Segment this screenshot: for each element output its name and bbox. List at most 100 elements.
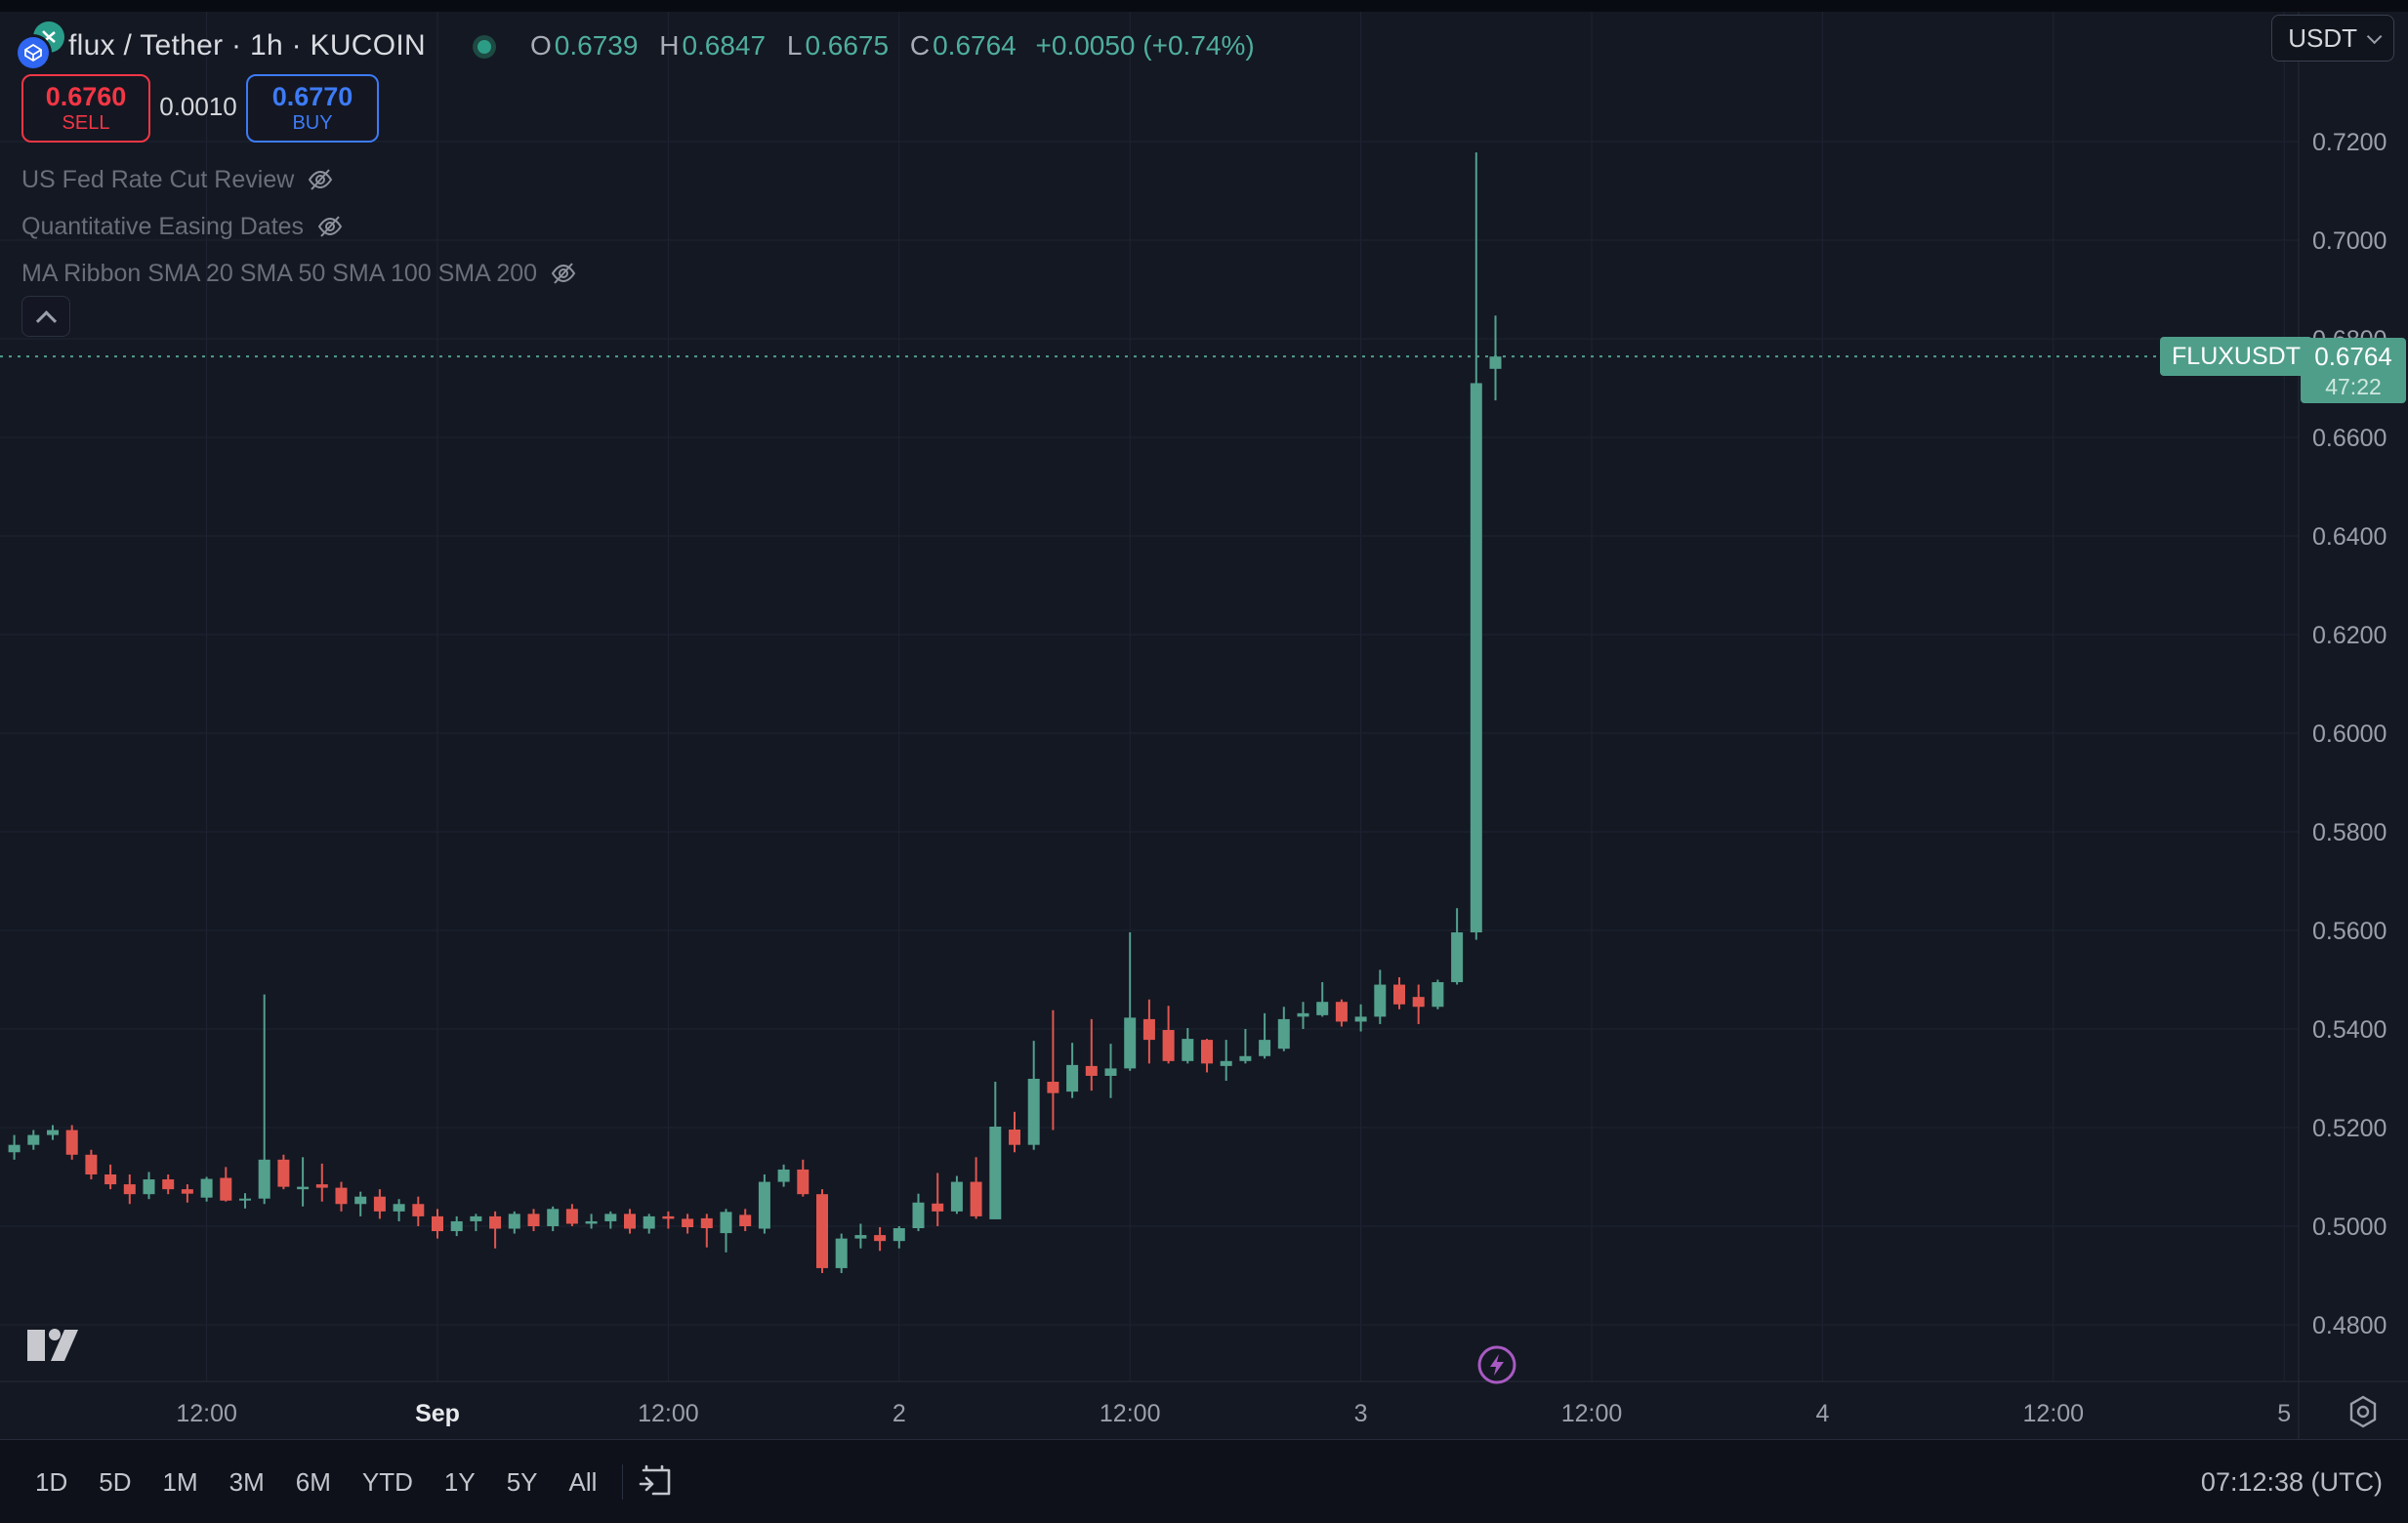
candle[interactable] bbox=[835, 1233, 848, 1273]
candle[interactable] bbox=[162, 1173, 175, 1195]
candle[interactable] bbox=[893, 1226, 905, 1249]
candle[interactable] bbox=[8, 1134, 21, 1160]
candle[interactable] bbox=[854, 1223, 867, 1249]
indicator-row[interactable]: MA Ribbon SMA 20 SMA 50 SMA 100 SMA 200 bbox=[21, 250, 578, 297]
price-axis-label[interactable]: 0.6600 bbox=[2312, 425, 2387, 452]
candle[interactable] bbox=[720, 1209, 732, 1253]
candle[interactable] bbox=[970, 1157, 982, 1219]
flash-trade-icon[interactable] bbox=[1475, 1343, 1518, 1391]
candle[interactable] bbox=[950, 1175, 963, 1214]
candle[interactable] bbox=[682, 1214, 694, 1234]
candle[interactable] bbox=[354, 1191, 367, 1216]
candle[interactable] bbox=[662, 1211, 675, 1229]
candle[interactable] bbox=[277, 1154, 290, 1190]
candle[interactable] bbox=[65, 1125, 78, 1160]
candle[interactable] bbox=[1239, 1029, 1252, 1064]
price-axis-label[interactable]: 0.7200 bbox=[2312, 129, 2387, 156]
candle[interactable] bbox=[624, 1209, 636, 1234]
time-axis-label[interactable]: 2 bbox=[893, 1400, 906, 1427]
candle[interactable] bbox=[47, 1125, 59, 1140]
price-axis-label[interactable]: 0.6000 bbox=[2312, 720, 2387, 748]
candle[interactable] bbox=[335, 1181, 348, 1212]
price-axis-label[interactable]: 0.5400 bbox=[2312, 1016, 2387, 1044]
time-axis-label[interactable]: 12:00 bbox=[638, 1400, 699, 1427]
price-axis-label[interactable]: 0.5000 bbox=[2312, 1214, 2387, 1241]
candle[interactable] bbox=[932, 1173, 944, 1226]
candle[interactable] bbox=[1047, 1009, 1059, 1131]
candle[interactable] bbox=[643, 1214, 655, 1234]
symbol-title[interactable]: flux / Tether · 1h · KUCOIN bbox=[68, 29, 426, 62]
time-axis-label[interactable]: 3 bbox=[1354, 1400, 1368, 1427]
candle[interactable] bbox=[1162, 1006, 1175, 1064]
candle[interactable] bbox=[797, 1159, 810, 1197]
candle[interactable] bbox=[1277, 1007, 1290, 1051]
candle[interactable] bbox=[27, 1130, 40, 1150]
price-axis-label[interactable]: 0.4800 bbox=[2312, 1312, 2387, 1339]
candle[interactable] bbox=[527, 1209, 540, 1232]
candle[interactable] bbox=[604, 1211, 617, 1229]
candle[interactable] bbox=[1489, 315, 1502, 401]
candle[interactable] bbox=[1432, 979, 1444, 1009]
candle[interactable] bbox=[585, 1214, 598, 1229]
candle[interactable] bbox=[239, 1193, 251, 1209]
time-axis-label[interactable]: 5 bbox=[2277, 1400, 2291, 1427]
indicator-row[interactable]: US Fed Rate Cut Review bbox=[21, 156, 578, 203]
candle[interactable] bbox=[777, 1164, 790, 1187]
candle[interactable] bbox=[1182, 1027, 1194, 1064]
candle[interactable] bbox=[393, 1199, 405, 1221]
range-button-3m[interactable]: 3M bbox=[228, 1466, 265, 1497]
candle[interactable] bbox=[1142, 999, 1155, 1064]
candle[interactable] bbox=[143, 1172, 155, 1200]
candle[interactable] bbox=[1009, 1111, 1020, 1153]
candle[interactable] bbox=[816, 1189, 828, 1273]
time-axis-settings-gear-icon[interactable] bbox=[2346, 1394, 2381, 1434]
candle[interactable] bbox=[200, 1176, 213, 1202]
candle[interactable] bbox=[700, 1214, 713, 1248]
market-status-dot[interactable] bbox=[477, 40, 491, 54]
candle[interactable] bbox=[1104, 1044, 1117, 1098]
time-axis-label[interactable]: 12:00 bbox=[1561, 1400, 1623, 1427]
sell-button[interactable]: 0.6760 SELL bbox=[21, 74, 150, 143]
candle[interactable] bbox=[470, 1214, 482, 1232]
candle[interactable] bbox=[874, 1227, 887, 1252]
candle[interactable] bbox=[1335, 999, 1348, 1027]
candle[interactable] bbox=[1393, 976, 1405, 1009]
candle[interactable] bbox=[1066, 1043, 1079, 1098]
buy-button[interactable]: 0.6770 BUY bbox=[246, 74, 379, 143]
collapse-legend-button[interactable] bbox=[21, 296, 70, 337]
range-button-ytd[interactable]: YTD bbox=[361, 1466, 413, 1497]
go-to-date-button[interactable] bbox=[637, 1462, 676, 1502]
time-axis-label[interactable]: Sep bbox=[415, 1400, 460, 1427]
range-button-6m[interactable]: 6M bbox=[295, 1466, 331, 1497]
price-axis-label[interactable]: 0.7000 bbox=[2312, 227, 2387, 255]
candle[interactable] bbox=[1451, 908, 1464, 985]
price-axis-label[interactable]: 0.5200 bbox=[2312, 1115, 2387, 1142]
candle[interactable] bbox=[1220, 1040, 1232, 1082]
candle[interactable] bbox=[758, 1173, 770, 1234]
currency-selector-button[interactable]: USDT bbox=[2271, 15, 2394, 62]
candle[interactable] bbox=[489, 1211, 502, 1249]
time-axis-label[interactable]: 4 bbox=[1815, 1400, 1829, 1427]
time-axis-label[interactable]: 12:00 bbox=[2023, 1400, 2085, 1427]
candle[interactable] bbox=[1354, 1004, 1367, 1032]
tradingview-logo-icon[interactable] bbox=[25, 1318, 80, 1368]
range-button-all[interactable]: All bbox=[568, 1466, 598, 1497]
candle[interactable] bbox=[258, 994, 270, 1205]
utc-clock[interactable]: 07:12:38 (UTC) bbox=[2200, 1466, 2383, 1497]
price-axis-label[interactable]: 0.5600 bbox=[2312, 918, 2387, 945]
candle[interactable] bbox=[373, 1189, 386, 1219]
candle[interactable] bbox=[220, 1167, 232, 1202]
eye-off-icon[interactable] bbox=[306, 165, 335, 194]
candle[interactable] bbox=[547, 1206, 560, 1232]
candle[interactable] bbox=[123, 1173, 136, 1205]
candle[interactable] bbox=[412, 1196, 425, 1226]
candle[interactable] bbox=[315, 1163, 328, 1202]
candle[interactable] bbox=[450, 1215, 463, 1237]
price-axis-label[interactable]: 0.6400 bbox=[2312, 523, 2387, 551]
candle[interactable] bbox=[104, 1164, 117, 1190]
candle[interactable] bbox=[432, 1209, 443, 1239]
eye-off-icon[interactable] bbox=[549, 259, 578, 288]
candle[interactable] bbox=[1124, 932, 1137, 1071]
candle[interactable] bbox=[989, 1082, 1002, 1219]
